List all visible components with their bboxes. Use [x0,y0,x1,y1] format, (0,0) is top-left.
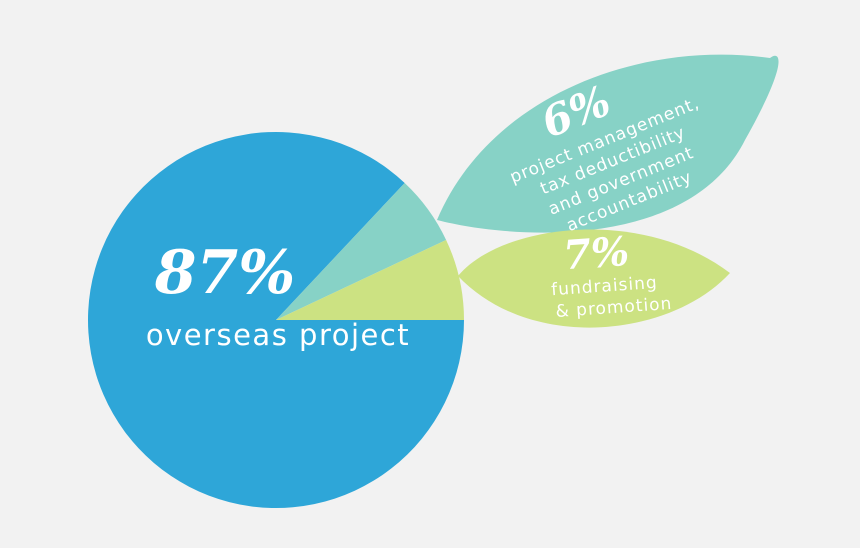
leaf-callout-project-management [437,54,779,233]
category-label-overseas-project: overseas project [146,318,410,352]
pie-slice-overseas-project [88,132,465,509]
pie-slice-project-management [276,182,447,320]
value-label-fundraising: 7% [562,228,631,279]
leaf-callout-fundraising [458,229,730,328]
pie-slice-fundraising [276,239,464,320]
value-label-overseas-project: 87% [154,238,296,308]
